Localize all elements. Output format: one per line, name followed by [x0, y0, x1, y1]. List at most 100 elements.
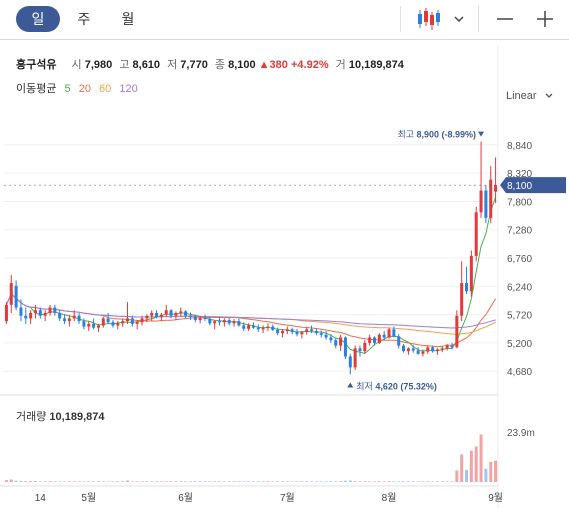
volume-bar	[222, 481, 226, 482]
price-tick-label: 8,840	[507, 141, 532, 152]
volume-bar	[19, 480, 23, 482]
x-axis-label: 8월	[382, 492, 397, 504]
candle-body	[193, 316, 197, 321]
volume-bar	[72, 481, 76, 482]
volume-bar	[135, 481, 139, 482]
candle-body	[208, 318, 212, 324]
price-tick-label: 8,320	[507, 169, 532, 180]
chart-type-dropdown[interactable]	[412, 6, 470, 32]
price-tick-label: 4,680	[507, 367, 532, 378]
volume-bar	[324, 481, 328, 482]
high-annotation-label: 최고 8,900 (-8.99%)	[397, 130, 476, 140]
zoom-in-button[interactable]	[532, 6, 558, 32]
candle-body	[150, 312, 154, 316]
x-axis-label: 9월	[488, 492, 503, 504]
volume-bar	[155, 481, 159, 482]
candle-body	[48, 307, 52, 313]
candle-body	[479, 190, 483, 213]
candle-body	[159, 314, 163, 317]
volume-bar	[33, 481, 37, 482]
candle-body	[179, 311, 183, 313]
close-label: 종	[214, 59, 226, 71]
candlestick-icon	[418, 8, 440, 30]
current-price-tag	[500, 177, 566, 194]
tab-week[interactable]: 주	[77, 11, 91, 27]
volume-bar	[416, 481, 420, 482]
candle-body	[87, 323, 91, 327]
candle-body	[188, 315, 192, 317]
volume-bar	[9, 479, 13, 482]
volume-bar	[455, 470, 459, 482]
candle-body	[218, 321, 222, 323]
scale-dropdown[interactable]: Linear	[506, 90, 554, 102]
candle-body	[329, 337, 333, 341]
ma-120-line	[5, 293, 496, 329]
candle-body	[145, 315, 149, 319]
volume-bar	[87, 481, 91, 482]
candle-body	[96, 325, 100, 328]
volume-bar	[179, 481, 183, 482]
volume-bar	[38, 481, 42, 482]
volume-bar	[431, 481, 435, 482]
volume-bar	[140, 481, 144, 482]
tab-month[interactable]: 월	[121, 11, 135, 27]
candle-body	[310, 329, 314, 331]
ma-120-label[interactable]: 120	[119, 83, 138, 95]
candle-body	[489, 179, 493, 218]
candle-body	[377, 334, 381, 343]
candle-body	[4, 304, 8, 322]
tab-day[interactable]: 일	[16, 6, 60, 32]
candle-body	[339, 337, 343, 346]
volume-bar	[227, 481, 231, 482]
candle-body	[111, 322, 115, 326]
ma-20-label[interactable]: 20	[78, 83, 91, 95]
candle-body	[198, 317, 202, 321]
volume-bar	[314, 481, 318, 482]
candle-body	[387, 329, 391, 338]
current-price-label: 8,100	[507, 181, 532, 192]
minus-icon	[497, 18, 513, 20]
candle-body	[353, 348, 357, 368]
candle-body	[314, 330, 318, 334]
volume-bar	[426, 481, 430, 482]
open-value: 7,980	[84, 59, 113, 71]
volume-bar	[261, 481, 265, 482]
candle-body	[426, 347, 430, 352]
candle-body	[164, 310, 168, 315]
volume-bar	[494, 460, 498, 482]
volume-bar	[334, 481, 338, 482]
volume-bar	[276, 481, 280, 482]
volume-bar	[479, 434, 483, 482]
low-marker-icon	[347, 382, 354, 388]
candle-body	[261, 327, 265, 330]
volume-bar	[145, 481, 149, 482]
candle-body	[101, 318, 105, 326]
x-axis-label: 7월	[280, 492, 295, 504]
candle-body	[140, 318, 144, 323]
zoom-out-button[interactable]	[492, 6, 518, 32]
candle-body	[271, 326, 275, 330]
open-label: 시	[71, 59, 82, 71]
price-tick-label: 5,720	[507, 311, 532, 322]
candle-body	[358, 348, 362, 352]
volume-bar	[440, 481, 444, 482]
candle-body	[372, 337, 377, 343]
volume-bar	[125, 480, 130, 482]
volume-bar	[164, 481, 168, 482]
candle-body	[416, 350, 420, 354]
candle-body	[247, 325, 251, 329]
candle-body	[203, 317, 207, 319]
candle-body	[465, 283, 469, 292]
candle-body	[77, 315, 81, 322]
volume-bar	[339, 481, 343, 482]
volume-value: 10,189,874	[348, 59, 404, 71]
low-annotation-value: 4,620 (75.32%)	[373, 381, 437, 391]
ma-5-label[interactable]: 5	[64, 83, 71, 95]
volume-bar	[218, 481, 222, 482]
volume-bar	[469, 450, 473, 482]
candle-body	[440, 348, 444, 350]
ma-60-label[interactable]: 60	[99, 83, 112, 95]
volume-bar	[368, 481, 372, 482]
volume-bar	[4, 480, 8, 482]
